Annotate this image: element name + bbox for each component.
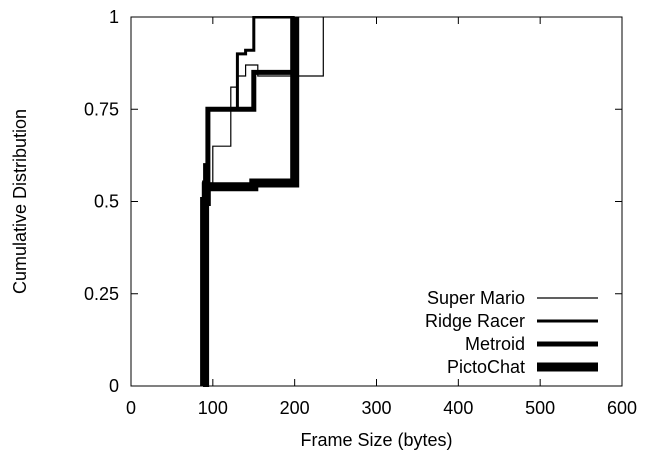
axis-ticks: 0 100 200 300 400 500 600 0 0.25 0.5 0.75 1 bbox=[84, 7, 637, 418]
x-tick-label: 100 bbox=[198, 398, 228, 418]
x-tick-label: 200 bbox=[280, 398, 310, 418]
y-axis-label: Cumulative Distribution bbox=[10, 109, 30, 294]
legend-label: Ridge Racer bbox=[425, 311, 525, 331]
y-tick-label: 0.25 bbox=[84, 284, 119, 304]
legend-label: Super Mario bbox=[427, 288, 525, 308]
x-tick-label: 600 bbox=[607, 398, 637, 418]
legend-label: Metroid bbox=[465, 334, 525, 354]
x-tick-label: 500 bbox=[525, 398, 555, 418]
legend-label: PictoChat bbox=[447, 357, 525, 377]
x-tick-label: 400 bbox=[443, 398, 473, 418]
x-tick-label: 0 bbox=[126, 398, 136, 418]
series-line-pictochat bbox=[200, 17, 300, 387]
x-tick-label: 300 bbox=[361, 398, 391, 418]
y-tick-label: 1 bbox=[109, 7, 119, 27]
y-tick-label: 0 bbox=[109, 376, 119, 396]
y-tick-label: 0.75 bbox=[84, 99, 119, 119]
series-line-metroid bbox=[202, 17, 298, 387]
x-axis-label: Frame Size (bytes) bbox=[300, 430, 452, 450]
series-marks bbox=[200, 16, 324, 387]
legend: Super Mario Ridge Racer Metroid PictoChat bbox=[425, 288, 598, 377]
y-tick-label: 0.5 bbox=[94, 192, 119, 212]
